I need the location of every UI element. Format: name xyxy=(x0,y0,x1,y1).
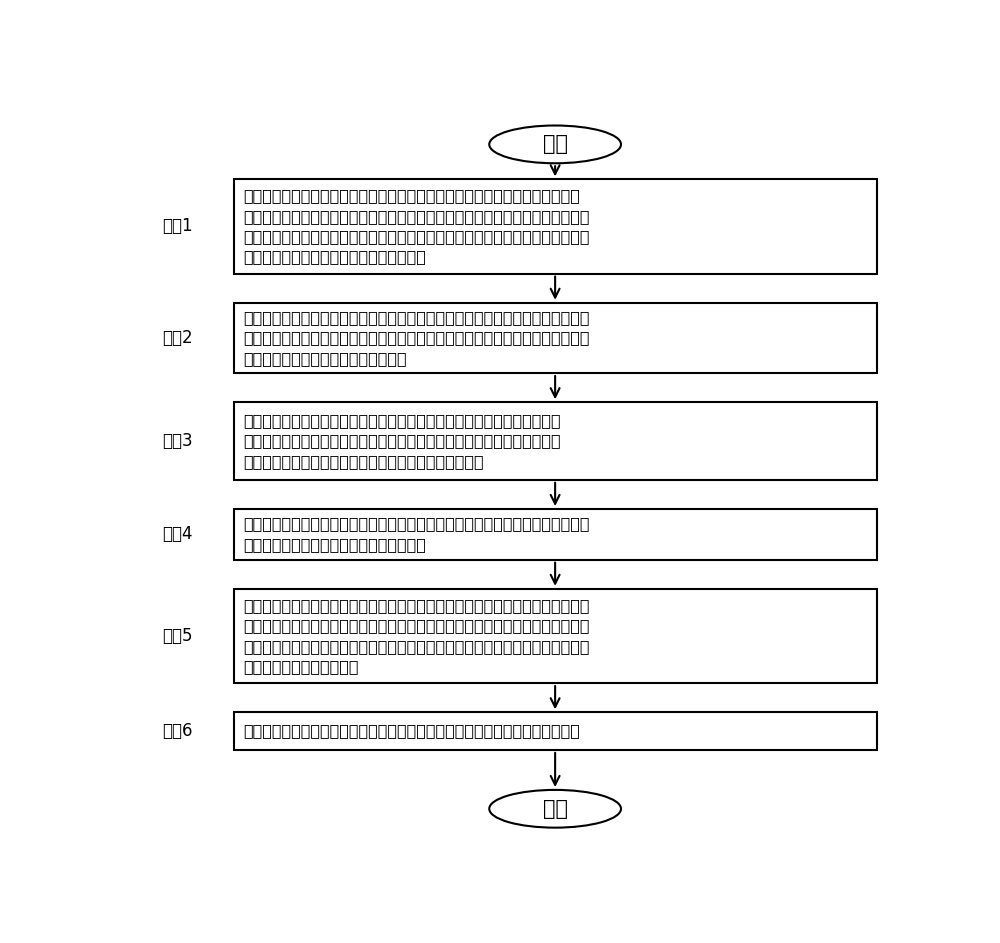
Text: 步骤6: 步骤6 xyxy=(162,722,193,740)
Text: 步骤2: 步骤2 xyxy=(162,329,193,347)
Text: 开始: 开始 xyxy=(543,135,568,155)
FancyBboxPatch shape xyxy=(234,179,877,273)
FancyBboxPatch shape xyxy=(234,712,877,750)
FancyBboxPatch shape xyxy=(234,303,877,373)
Text: 步骤1: 步骤1 xyxy=(162,218,193,236)
Text: 计算网络参数跳变的时间周期的对应的读取数据包观测窗口的读入的每个数据包的
传输时间，根据传输时间计算网络参数跳变的时间周期的对应的读取数据包观测窗
口的读入的数: 计算网络参数跳变的时间周期的对应的读取数据包观测窗口的读入的每个数据包的 传输时… xyxy=(244,310,590,366)
Ellipse shape xyxy=(489,125,621,163)
Text: 总控制器设置跳变网络中网络参数跳变的时间周期、跳变网络节点的网络参数集
合；可信设备设置读取数据包观测窗口的长度；每个可信设备在每个网络参数跳变
的时间周期对应: 总控制器设置跳变网络中网络参数跳变的时间周期、跳变网络节点的网络参数集 合；可信… xyxy=(244,189,590,265)
Text: 总控制器将网络延迟时间窗的加权平均发布到当前时间周期内跳变控制模块上。: 总控制器将网络延迟时间窗的加权平均发布到当前时间周期内跳变控制模块上。 xyxy=(244,723,580,738)
FancyBboxPatch shape xyxy=(234,509,877,560)
Ellipse shape xyxy=(489,790,621,828)
Text: 步骤4: 步骤4 xyxy=(162,525,193,543)
Text: 步骤5: 步骤5 xyxy=(162,627,193,645)
Text: 计算网络参数跳变的时间周期的对应的读取数据包观测窗口的读入的每个数
据包的路由跳数，根据路由跳数计算网络参数跳变的时间周期的对应的读取
数据包观测窗口的读入的所: 计算网络参数跳变的时间周期的对应的读取数据包观测窗口的读入的每个数 据包的路由跳… xyxy=(244,413,561,469)
Text: 总控制器得到每个网络参数跳变的时间周期的对应的每台可信设备即跳变网络中的
跳变节点反馈的网络延迟时间窗的均值和每个网络参数跳变的时间周期的对应的每
台可信设备即: 总控制器得到每个网络参数跳变的时间周期的对应的每台可信设备即跳变网络中的 跳变节… xyxy=(244,598,590,674)
FancyBboxPatch shape xyxy=(234,402,877,480)
FancyBboxPatch shape xyxy=(234,588,877,683)
Text: 结束: 结束 xyxy=(543,799,568,819)
Text: 步骤3: 步骤3 xyxy=(162,432,193,450)
Text: 根据传输时间的累加以及路由跳数的累加计算每个网络参数跳变的时间周期的对应
的每个可信设备的网络延迟时间窗的均值；: 根据传输时间的累加以及路由跳数的累加计算每个网络参数跳变的时间周期的对应 的每个… xyxy=(244,517,590,552)
